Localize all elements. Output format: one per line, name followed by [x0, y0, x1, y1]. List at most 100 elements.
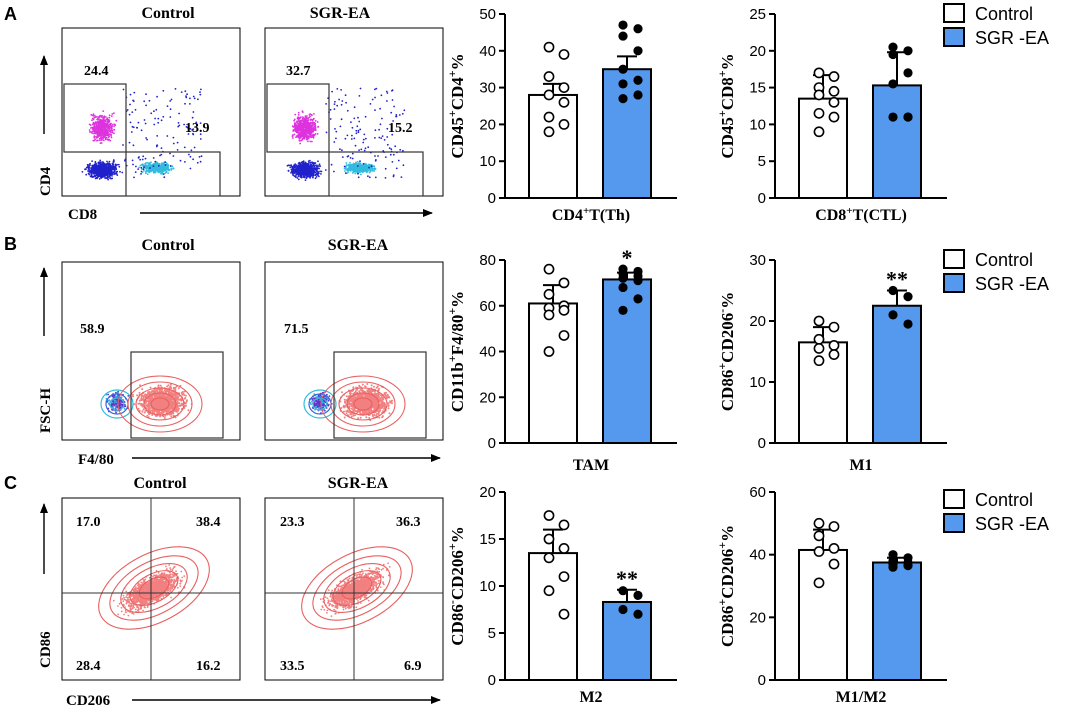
- data-point-control: [543, 533, 555, 545]
- y-tick-label: 5: [488, 625, 496, 642]
- gate-value-cd4-control: 24.4: [84, 64, 109, 79]
- y-tick-label: 15: [749, 80, 766, 97]
- gate-cd4-treat: [266, 83, 330, 153]
- data-point-control: [813, 89, 825, 101]
- y-tick-label: 30: [749, 252, 766, 269]
- data-point-treatment: [888, 42, 898, 52]
- flow-row-c: Control SGR-EA 17.0 38.4 28.4 16.2 23.3 …: [38, 475, 444, 709]
- legend-label-treat-c: SGR -EA: [975, 514, 1049, 534]
- significance-marker: **: [886, 267, 908, 292]
- data-point-control: [828, 543, 840, 554]
- flow-title-control-b: Control: [141, 237, 195, 254]
- y-label-superscript: +: [445, 70, 459, 77]
- y-label-part: %: [718, 525, 737, 542]
- panel-letter-c: C: [4, 473, 17, 493]
- data-point-control: [558, 571, 570, 582]
- flow-title-control-c: Control: [133, 475, 187, 492]
- data-point-treatment: [633, 609, 643, 619]
- legend-swatch-treat-c: [943, 513, 965, 533]
- y-tick-label: 0: [758, 435, 766, 452]
- y-tick-label: 20: [749, 43, 766, 60]
- data-point-control: [813, 355, 825, 367]
- bar-chart-m2: 0 5 10 15 20 ** CD86-CD206+% M2: [445, 484, 677, 706]
- legend-label-treat-a: SGR -EA: [975, 28, 1049, 48]
- data-point-control: [558, 96, 570, 108]
- data-point-control: [813, 577, 825, 589]
- y-tick-label: 20: [479, 389, 496, 406]
- data-point-treatment: [903, 319, 913, 329]
- y-axis-name-c: CD86: [38, 631, 54, 668]
- y-tick-label: 10: [749, 374, 766, 391]
- y-label-superscript: -: [715, 309, 729, 313]
- y-label-superscript: +: [715, 110, 729, 117]
- data-point-treatment: [903, 112, 913, 122]
- x-axis-name-c: CD206: [66, 693, 111, 709]
- y-axis-label: CD45+CD8+%: [715, 53, 737, 158]
- y-axis-label: CD11b+F4/80+%: [445, 291, 467, 412]
- y-tick-label: 5: [758, 153, 766, 170]
- flow-plot-treat-b: [264, 261, 444, 441]
- y-tick-label: 20: [749, 313, 766, 330]
- data-point-control: [828, 85, 840, 97]
- y-tick-label: 20: [479, 484, 496, 501]
- gate-cd8-treat: [328, 151, 424, 197]
- data-point-control: [813, 530, 825, 542]
- y-tick-label: 30: [479, 80, 496, 97]
- legend-swatch-treat-a: [943, 27, 965, 47]
- data-point-treatment: [618, 604, 628, 615]
- legend-swatch-control-a: [943, 3, 965, 23]
- y-label-part: CD45: [448, 117, 467, 159]
- data-point-control: [828, 96, 840, 108]
- data-point-control: [828, 71, 840, 82]
- y-axis-name-a: CD4: [38, 166, 54, 196]
- y-axis-label: CD86+CD206+%: [715, 525, 737, 647]
- data-point-control: [558, 49, 570, 60]
- y-tick-label: 0: [488, 672, 496, 689]
- data-point-treatment: [903, 68, 913, 78]
- legend-label-control-a: Control: [975, 4, 1033, 24]
- legend-label-treat-b: SGR -EA: [975, 274, 1049, 294]
- y-label-part: %: [448, 53, 467, 70]
- legend-b: Control SGR -EA: [943, 249, 1049, 294]
- y-tick-label: 40: [749, 547, 766, 564]
- legend-c: Control SGR -EA: [943, 489, 1049, 534]
- data-point-treatment: [903, 292, 913, 302]
- data-point-control: [543, 585, 555, 597]
- data-point-control: [813, 517, 825, 529]
- data-point-treatment: [618, 586, 628, 596]
- data-point-treatment: [888, 112, 898, 122]
- data-point-control: [543, 309, 555, 321]
- data-point-treatment: [888, 562, 898, 572]
- data-point-control: [828, 321, 840, 333]
- data-point-control: [543, 126, 555, 138]
- data-point-control: [558, 277, 570, 289]
- data-point-treatment: [618, 79, 628, 89]
- bar-control: [528, 93, 578, 199]
- x-label-part: CD4: [552, 207, 583, 224]
- data-point-treatment: [903, 561, 913, 571]
- y-axis-label: CD86-CD206+%: [445, 526, 467, 645]
- flow-title-treat-b: SGR-EA: [328, 237, 389, 254]
- data-point-treatment: [888, 79, 898, 89]
- y-tick-label: 0: [758, 672, 766, 689]
- data-point-control: [813, 315, 825, 327]
- quadrant-ll-control: 28.4: [76, 659, 101, 674]
- quadrant-ul-treat: 23.3: [280, 515, 305, 530]
- y-label-part: F4/80: [448, 315, 467, 356]
- bar-control: [528, 552, 578, 681]
- x-axis-label: M1: [849, 457, 872, 474]
- data-point-treatment: [903, 46, 913, 56]
- panel-letter-b: B: [4, 234, 17, 254]
- data-point-control: [828, 558, 840, 570]
- quadrant-ul-control: 17.0: [76, 515, 101, 530]
- legend-swatch-control-c: [943, 489, 965, 509]
- x-axis-label: CD4+T(Th): [552, 205, 630, 224]
- y-tick-label: 10: [479, 578, 496, 595]
- y-label-part: CD86: [718, 606, 737, 648]
- bar-chart-m1: 0 10 20 30 ** CD86+CD206-% M1: [715, 252, 947, 474]
- quadrant-lr-treat: 6.9: [404, 659, 422, 674]
- y-label-superscript: +: [715, 363, 729, 370]
- x-axis-name-a: CD8: [68, 207, 97, 223]
